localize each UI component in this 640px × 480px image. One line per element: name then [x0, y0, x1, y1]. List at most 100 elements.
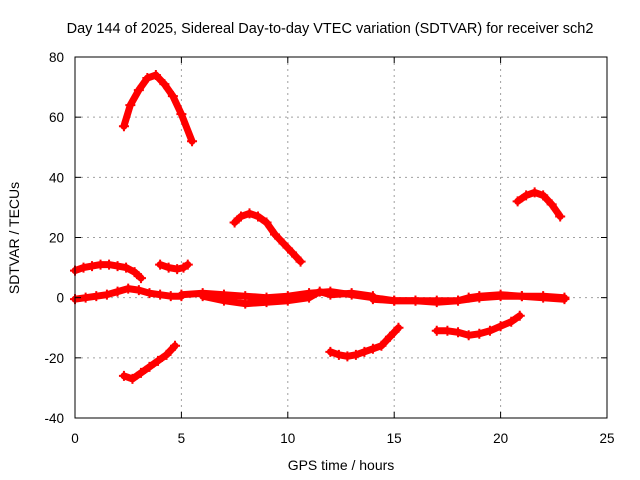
y-tick-label: 60: [49, 110, 64, 125]
data-point: [95, 259, 106, 270]
data-point: [187, 136, 198, 147]
y-tick-label: 80: [49, 50, 64, 65]
data-point: [133, 285, 144, 296]
data-point: [278, 238, 289, 249]
data-point: [474, 291, 485, 302]
x-tick-label: 15: [387, 431, 402, 446]
data-point: [453, 327, 464, 338]
data-point: [376, 340, 387, 351]
x-tick-label: 25: [599, 431, 614, 446]
data-point: [152, 355, 163, 366]
data-point: [165, 291, 176, 302]
series-layer: [70, 70, 570, 384]
data-point: [342, 351, 353, 362]
tick-layer: 0 5 10 15 20 25 -40 -20 0 20 40 60 80: [44, 50, 614, 446]
data-point: [367, 294, 378, 305]
x-tick-label: 5: [178, 431, 186, 446]
data-point: [129, 267, 140, 278]
data-point: [282, 295, 293, 306]
data-point: [333, 349, 344, 360]
data-point: [144, 361, 155, 372]
data-point: [350, 349, 361, 360]
data-point: [555, 211, 566, 222]
data-point: [538, 190, 549, 201]
data-point: [512, 196, 523, 207]
data-point: [142, 73, 153, 84]
data-point: [474, 328, 485, 339]
data-point: [163, 262, 174, 273]
data-point: [170, 340, 181, 351]
data-point: [167, 91, 178, 102]
data-point: [442, 325, 453, 336]
data-point: [270, 229, 281, 240]
y-axis-label: SDTVAR / TECUs: [6, 182, 22, 294]
data-point: [529, 187, 540, 198]
data-point: [135, 367, 146, 378]
data-point: [176, 289, 187, 300]
series-arc-8: [514, 188, 564, 220]
data-point: [261, 297, 272, 308]
series-baseline-3: [199, 288, 377, 308]
data-point: [118, 121, 129, 132]
data-point: [150, 70, 161, 81]
data-point: [197, 291, 208, 302]
data-point: [521, 190, 532, 201]
data-point: [87, 261, 98, 272]
data-point: [495, 321, 506, 332]
data-point: [133, 85, 144, 96]
y-tick-label: 20: [49, 231, 64, 246]
data-point: [431, 325, 442, 336]
data-point: [182, 259, 193, 270]
data-point: [463, 292, 474, 303]
data-point: [78, 262, 89, 273]
data-point: [176, 109, 187, 120]
data-point: [159, 79, 170, 90]
data-point: [559, 294, 570, 305]
data-point: [431, 297, 442, 308]
data-point: [144, 288, 155, 299]
data-point: [155, 289, 166, 300]
data-point: [287, 247, 298, 258]
series-arc-1: [120, 71, 196, 145]
data-point: [172, 264, 183, 275]
x-tick-label: 0: [71, 431, 79, 446]
data-point: [484, 325, 495, 336]
data-point: [91, 291, 102, 302]
data-point: [101, 289, 112, 300]
data-point: [495, 289, 506, 300]
data-point: [112, 261, 123, 272]
data-point: [304, 292, 315, 303]
y-tick-label: -40: [44, 411, 64, 426]
data-point: [244, 208, 255, 219]
data-point: [80, 292, 91, 303]
data-point: [123, 283, 134, 294]
x-tick-label: 10: [280, 431, 295, 446]
data-point: [393, 322, 404, 333]
data-point: [346, 288, 357, 299]
data-point: [235, 211, 246, 222]
data-point: [218, 295, 229, 306]
data-point: [229, 217, 240, 228]
data-point: [367, 343, 378, 354]
data-point: [506, 316, 517, 327]
data-point: [453, 295, 464, 306]
data-point: [389, 295, 400, 306]
data-point: [325, 346, 336, 357]
data-point: [161, 349, 172, 360]
data-point: [261, 217, 272, 228]
data-point: [104, 259, 115, 270]
chart-title: Day 144 of 2025, Sidereal Day-to-day VTE…: [67, 21, 594, 37]
data-point: [514, 310, 525, 321]
data-point: [546, 199, 557, 210]
data-point: [359, 346, 370, 357]
data-point: [127, 373, 138, 384]
data-point: [538, 292, 549, 303]
data-point: [384, 331, 395, 342]
data-point: [516, 291, 527, 302]
data-point: [155, 259, 166, 270]
x-axis-label: GPS time / hours: [288, 457, 395, 473]
data-point: [314, 286, 325, 297]
data-point: [121, 262, 132, 273]
data-point: [295, 256, 306, 267]
